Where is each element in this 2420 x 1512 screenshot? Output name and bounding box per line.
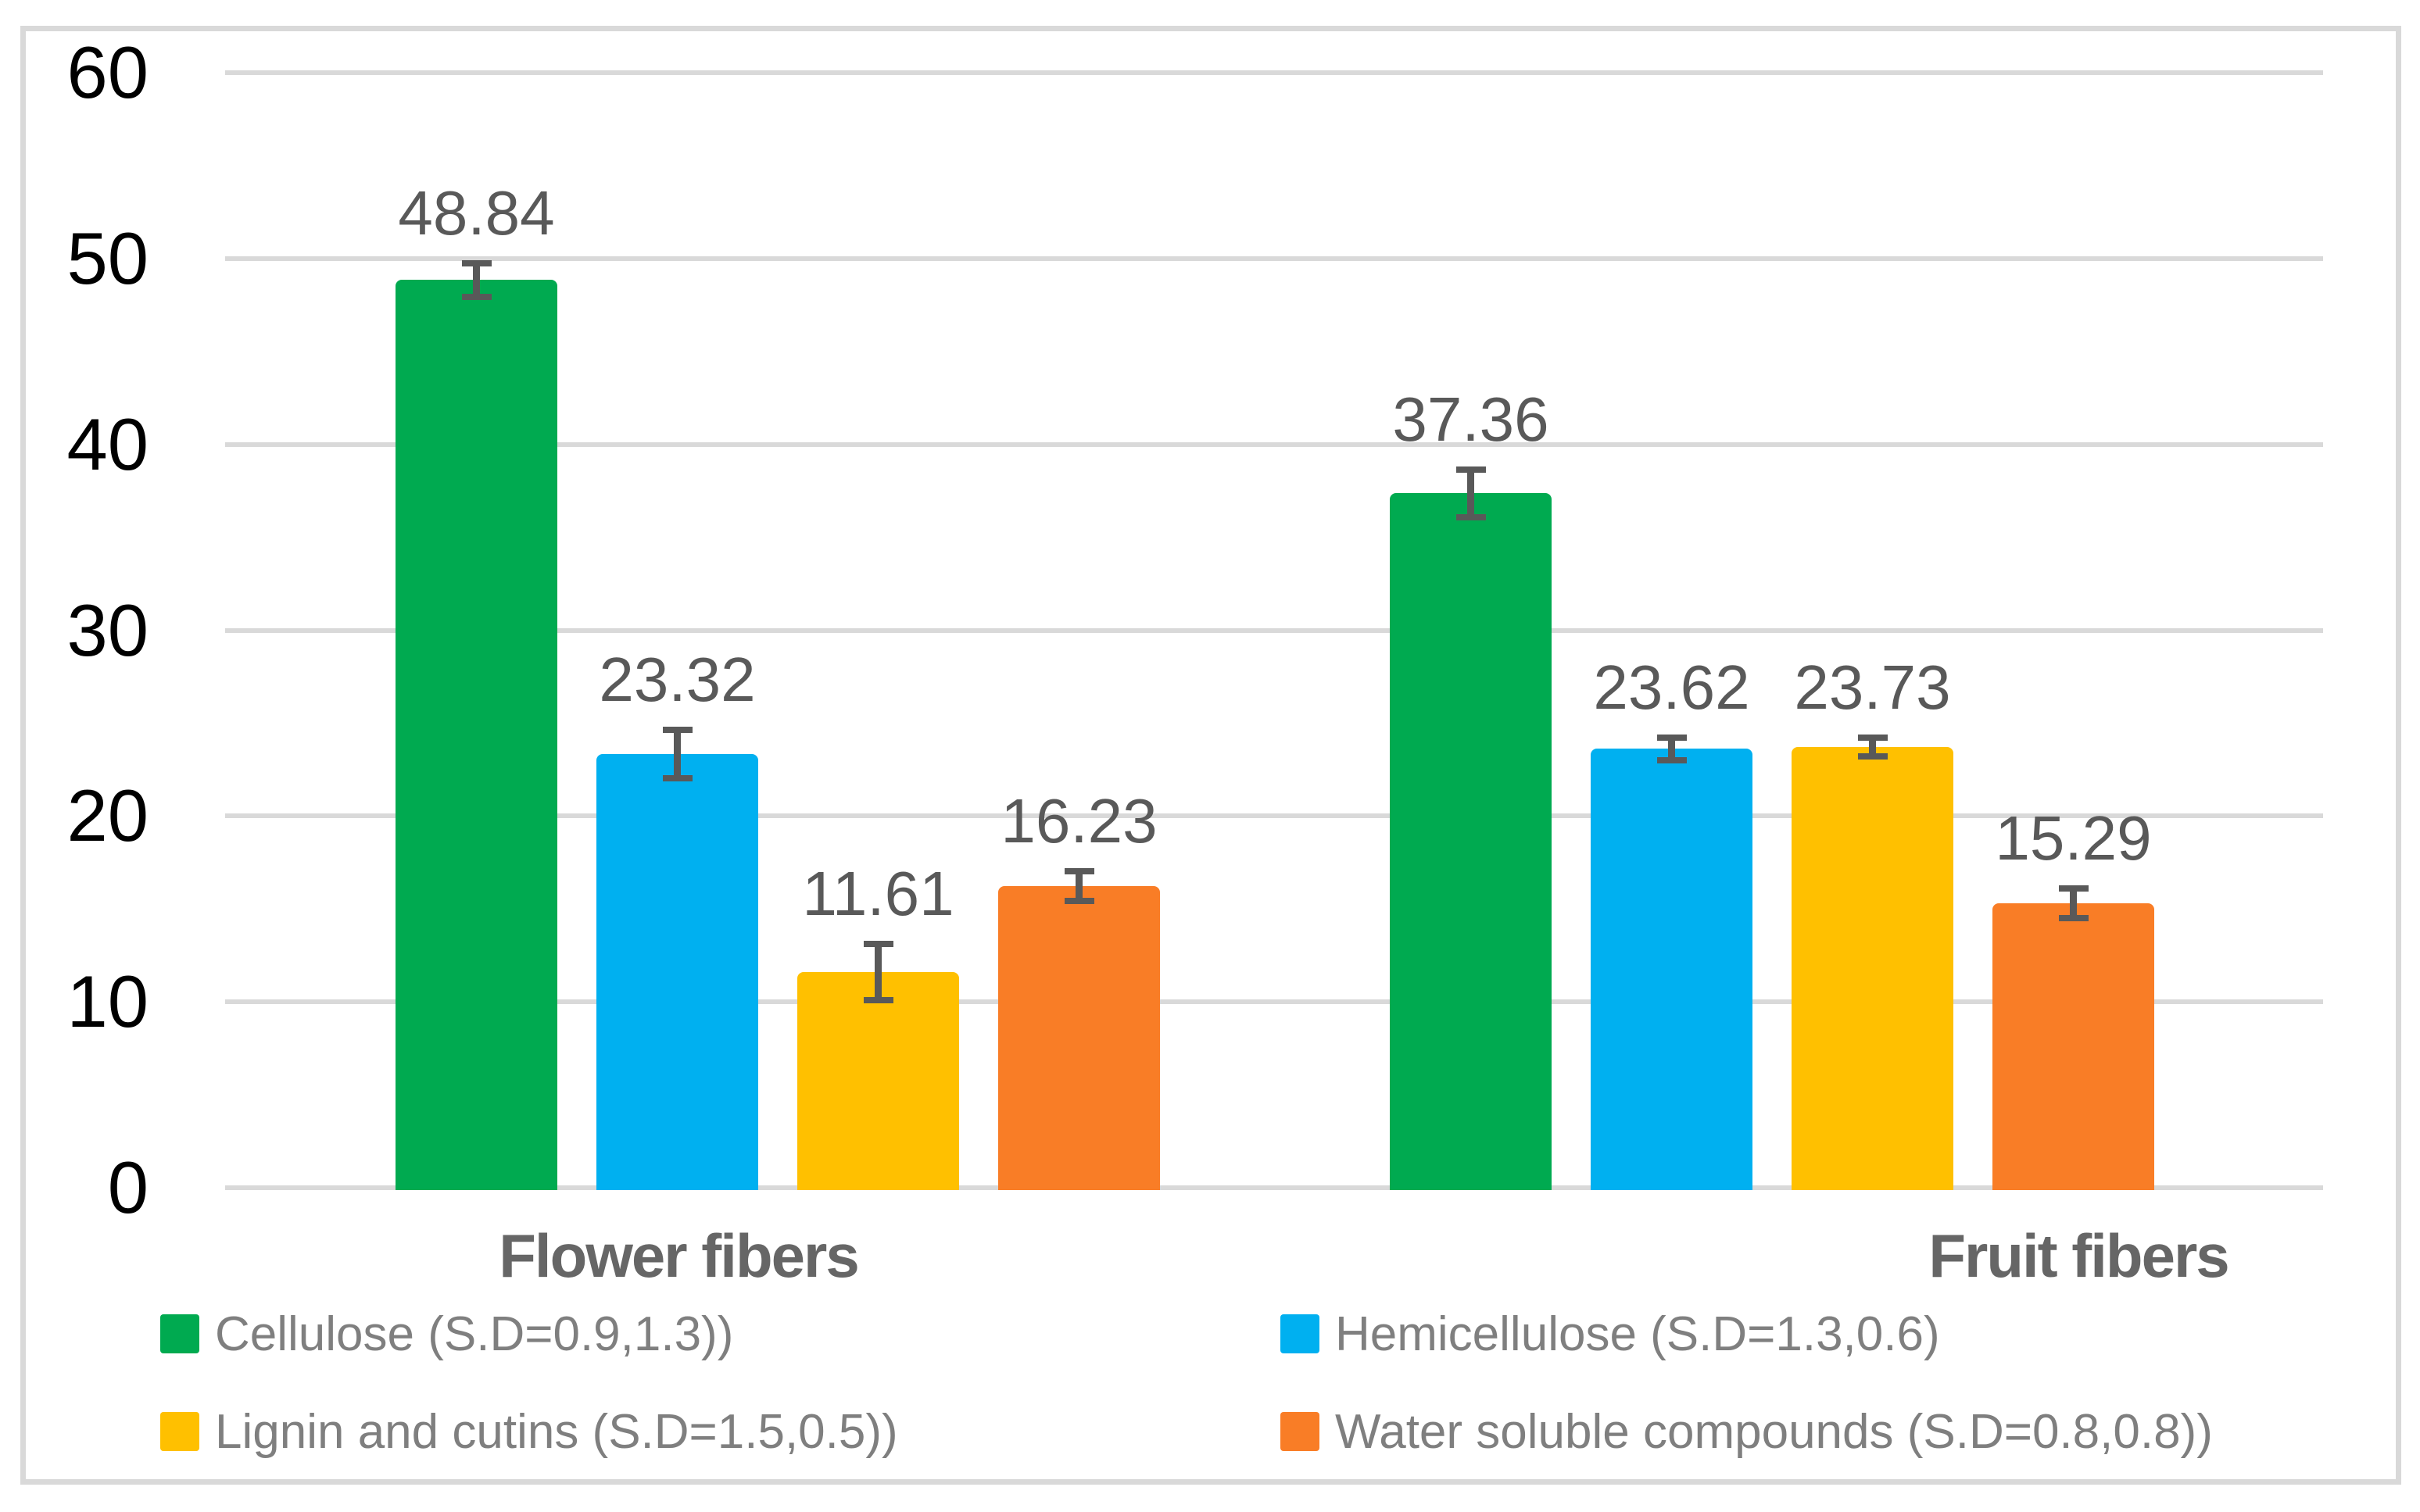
gridline-30	[225, 627, 2323, 633]
error-bar-cap-bottom-lignin-and-cutins-flower-fibers	[863, 996, 893, 1003]
bar-hemicellulose-flower-fibers	[596, 754, 758, 1190]
legend-label-hemicellulose: Hemicellulose (S.D=1.3,0.6)	[1335, 1306, 1940, 1361]
gridline-60	[225, 70, 2323, 75]
bar-lignin-and-cutins-flower-fibers	[797, 971, 959, 1190]
y-axis-tick-label-50: 50	[66, 216, 149, 299]
value-label-lignin-and-cutins-flower-fibers: 11.61	[802, 859, 954, 929]
error-bar-cap-bottom-hemicellulose-flower-fibers	[662, 775, 693, 782]
value-label-lignin-and-cutins-fruit-fibers: 23.73	[1794, 652, 1951, 722]
y-axis-tick-label-40: 40	[66, 402, 149, 485]
y-axis-tick-label-30: 30	[66, 588, 149, 671]
gridline-10	[225, 999, 2323, 1005]
value-label-cellulose-fruit-fibers: 37.36	[1392, 384, 1549, 454]
category-label-flower-fibers: Flower fibers	[499, 1221, 859, 1290]
gridline-40	[225, 441, 2323, 447]
error-bar-cap-bottom-water-soluble-compounds-flower-fibers	[1064, 898, 1094, 905]
y-axis-tick-label-0: 0	[107, 1146, 149, 1228]
legend-swatch-lignin-and-cutins	[160, 1412, 199, 1451]
error-bar-line-lignin-and-cutins-fruit-fibers	[1869, 737, 1876, 756]
error-bar-line-hemicellulose-flower-fibers	[674, 730, 681, 779]
error-bar-line-cellulose-flower-fibers	[473, 263, 480, 297]
error-bar-line-lignin-and-cutins-flower-fibers	[875, 944, 882, 1000]
legend-label-lignin-and-cutins: Lignin and cutins (S.D=1.5,0.5))	[215, 1404, 898, 1459]
error-bar-line-water-soluble-compounds-flower-fibers	[1076, 870, 1083, 902]
error-bar-cap-bottom-hemicellulose-fruit-fibers	[1656, 756, 1687, 763]
bar-cellulose-flower-fibers	[396, 280, 557, 1190]
value-label-water-soluble-compounds-flower-fibers: 16.23	[1001, 785, 1158, 856]
error-bar-line-hemicellulose-fruit-fibers	[1668, 737, 1675, 760]
value-label-cellulose-flower-fibers: 48.84	[398, 178, 555, 248]
error-bar-line-cellulose-fruit-fibers	[1467, 469, 1474, 518]
bar-cellulose-fruit-fibers	[1390, 493, 1552, 1190]
legend-item-water-soluble-compounds: Water soluble compounds (S.D=0.8,0.8))	[1280, 1405, 2213, 1459]
gridline-0	[225, 1185, 2323, 1190]
bar-lignin-and-cutins-fruit-fibers	[1792, 746, 1953, 1190]
y-axis-tick-label-10: 10	[66, 960, 149, 1043]
value-label-hemicellulose-flower-fibers: 23.32	[599, 645, 756, 715]
legend-item-lignin-and-cutins: Lignin and cutins (S.D=1.5,0.5))	[160, 1405, 898, 1459]
error-bar-cap-top-lignin-and-cutins-flower-fibers	[863, 941, 893, 948]
bar-water-soluble-compounds-flower-fibers	[998, 885, 1160, 1190]
error-bar-cap-top-hemicellulose-fruit-fibers	[1656, 734, 1687, 741]
legend-swatch-hemicellulose	[1280, 1314, 1319, 1353]
y-axis-tick-label-60: 60	[66, 31, 149, 113]
error-bar-cap-top-lignin-and-cutins-fruit-fibers	[1857, 734, 1888, 741]
error-bar-cap-top-hemicellulose-flower-fibers	[662, 727, 693, 734]
gridline-20	[225, 813, 2323, 819]
legend-swatch-water-soluble-compounds	[1280, 1412, 1319, 1451]
error-bar-cap-top-water-soluble-compounds-flower-fibers	[1064, 867, 1094, 874]
error-bar-cap-top-cellulose-fruit-fibers	[1455, 466, 1486, 473]
legend-item-hemicellulose: Hemicellulose (S.D=1.3,0.6)	[1280, 1307, 1940, 1361]
legend-label-water-soluble-compounds: Water soluble compounds (S.D=0.8,0.8))	[1335, 1404, 2213, 1459]
bar-hemicellulose-fruit-fibers	[1591, 749, 1752, 1190]
error-bar-cap-bottom-lignin-and-cutins-fruit-fibers	[1857, 752, 1888, 760]
gridline-50	[225, 256, 2323, 261]
error-bar-line-water-soluble-compounds-fruit-fibers	[2070, 888, 2077, 919]
error-bar-cap-top-water-soluble-compounds-fruit-fibers	[2058, 885, 2089, 892]
legend-item-cellulose: Cellulose (S.D=0.9,1.3))	[160, 1307, 733, 1361]
error-bar-cap-top-cellulose-flower-fibers	[461, 260, 492, 267]
error-bar-cap-bottom-cellulose-flower-fibers	[461, 293, 492, 300]
error-bar-cap-bottom-water-soluble-compounds-fruit-fibers	[2058, 915, 2089, 922]
legend-label-cellulose: Cellulose (S.D=0.9,1.3))	[215, 1306, 734, 1361]
value-label-hemicellulose-fruit-fibers: 23.62	[1593, 652, 1750, 722]
legend-swatch-cellulose	[160, 1314, 199, 1353]
error-bar-cap-bottom-cellulose-fruit-fibers	[1455, 514, 1486, 521]
value-label-water-soluble-compounds-fruit-fibers: 15.29	[1995, 803, 2152, 874]
category-label-fruit-fibers: Fruit fibers	[1928, 1221, 2229, 1290]
y-axis-tick-label-20: 20	[66, 774, 149, 857]
bar-water-soluble-compounds-fruit-fibers	[1992, 903, 2154, 1190]
